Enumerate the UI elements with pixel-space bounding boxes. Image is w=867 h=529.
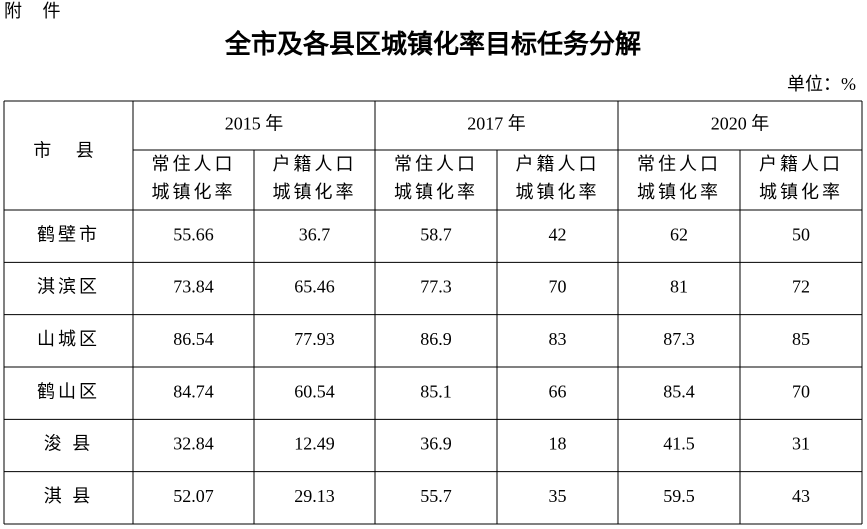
cell-value: 72 <box>792 277 810 297</box>
column-header: 户籍人口 <box>273 154 357 174</box>
cell-value: 18 <box>549 434 567 454</box>
cell-value: 12.49 <box>294 434 335 454</box>
year-header: 2017 年 <box>467 114 526 134</box>
year-header: 2015 年 <box>225 114 284 134</box>
column-header: 城镇化率 <box>394 182 478 202</box>
row-name: 浚 县 <box>44 434 94 454</box>
cell-value: 86.54 <box>173 329 214 349</box>
cell-value: 55.66 <box>173 224 214 244</box>
row-name: 淇滨区 <box>37 277 100 297</box>
cell-value: 62 <box>670 224 688 244</box>
cell-value: 36.7 <box>299 224 331 244</box>
column-header: 常住人口 <box>394 154 478 174</box>
cell-value: 50 <box>792 224 810 244</box>
cell-value: 84.74 <box>173 381 214 401</box>
cell-value: 86.9 <box>420 329 452 349</box>
cell-value: 85.4 <box>663 381 695 401</box>
cell-value: 73.84 <box>173 277 214 297</box>
cell-value: 35 <box>549 486 567 506</box>
column-header: 常住人口 <box>637 154 721 174</box>
cell-value: 65.46 <box>294 277 335 297</box>
cell-value: 31 <box>792 434 810 454</box>
cell-value: 66 <box>549 381 567 401</box>
cell-value: 52.07 <box>173 486 214 506</box>
unit: 单位：% <box>787 74 856 94</box>
column-header: 城镇化率 <box>516 182 600 202</box>
cell-value: 55.7 <box>420 486 452 506</box>
cell-value: 60.54 <box>294 381 335 401</box>
cell-value: 41.5 <box>663 434 695 454</box>
title: 全市及各县区城镇化率目标任务分解 <box>224 29 641 59</box>
row-name: 鹤山区 <box>37 381 100 401</box>
cell-value: 43 <box>792 486 810 506</box>
row-name: 淇 县 <box>44 486 94 506</box>
attachment-label: 附 件 <box>4 1 69 21</box>
row-name: 山城区 <box>37 329 100 349</box>
cell-value: 70 <box>549 277 567 297</box>
column-header: 城镇化率 <box>152 182 236 202</box>
year-header: 2020 年 <box>711 114 770 134</box>
corner-header: 市 县 <box>33 141 104 161</box>
column-header: 城镇化率 <box>759 182 843 202</box>
cell-value: 29.13 <box>294 486 335 506</box>
row-name: 鹤壁市 <box>37 224 100 244</box>
column-header: 户籍人口 <box>759 154 843 174</box>
cell-value: 59.5 <box>663 486 695 506</box>
cell-value: 83 <box>549 329 567 349</box>
cell-value: 77.93 <box>294 329 335 349</box>
column-header: 城镇化率 <box>273 182 357 202</box>
cell-value: 58.7 <box>420 224 452 244</box>
cell-value: 87.3 <box>663 329 695 349</box>
cell-value: 70 <box>792 381 810 401</box>
cell-value: 32.84 <box>173 434 214 454</box>
cell-value: 81 <box>670 277 688 297</box>
cell-value: 85 <box>792 329 810 349</box>
column-header: 城镇化率 <box>637 182 721 202</box>
cell-value: 36.9 <box>420 434 452 454</box>
cell-value: 85.1 <box>420 381 452 401</box>
cell-value: 77.3 <box>420 277 452 297</box>
cell-value: 42 <box>549 224 567 244</box>
column-header: 常住人口 <box>152 154 236 174</box>
column-header: 户籍人口 <box>516 154 600 174</box>
